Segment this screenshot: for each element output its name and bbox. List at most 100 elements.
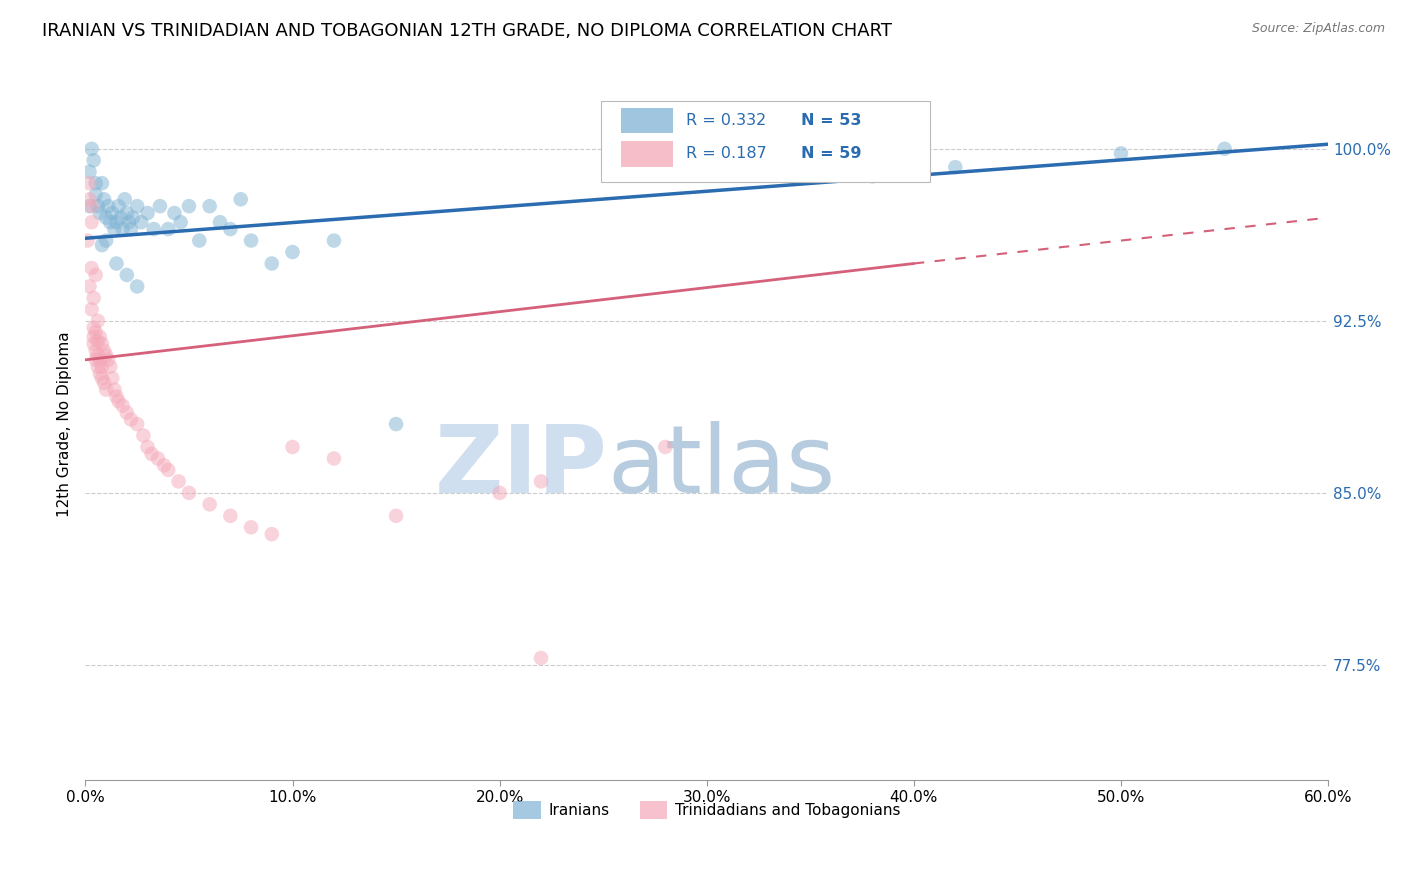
Legend: Iranians, Trinidadians and Tobagonians: Iranians, Trinidadians and Tobagonians [508,795,907,825]
Point [157,463,180,477]
Point [799,165,821,179]
Point [89,352,111,367]
Point [120,222,142,236]
Point [114,192,136,206]
Point [80,302,103,317]
Text: atlas: atlas [607,421,835,513]
Point [76,234,98,248]
Point [80,215,103,229]
Point [530,651,553,665]
Point [84,343,107,358]
Point [115,268,138,282]
Text: R = 0.187: R = 0.187 [686,146,766,161]
Point [87,348,110,362]
Point [323,234,346,248]
Text: IRANIAN VS TRINIDADIAN AND TOBAGONIAN 12TH GRADE, NO DIPLOMA CORRELATION CHART: IRANIAN VS TRINIDADIAN AND TOBAGONIAN 12… [42,22,893,40]
FancyBboxPatch shape [621,108,673,133]
Point [91,359,114,374]
Point [84,352,107,367]
Text: ZIP: ZIP [434,421,607,513]
Point [93,376,115,390]
Point [198,199,221,213]
Point [111,399,134,413]
FancyBboxPatch shape [621,141,673,167]
Point [91,371,114,385]
Point [84,176,107,190]
Point [122,211,145,225]
Point [1109,146,1132,161]
Point [97,352,120,367]
Point [240,234,263,248]
Point [120,412,142,426]
Point [142,222,165,236]
Point [101,371,124,385]
Point [136,440,159,454]
Point [103,383,125,397]
Point [177,486,200,500]
Point [141,447,163,461]
Point [101,206,124,220]
Point [219,222,242,236]
Point [87,334,110,349]
Point [83,291,105,305]
Text: R = 0.332: R = 0.332 [686,113,766,128]
Point [198,497,221,511]
Point [240,520,263,534]
Point [84,187,107,202]
Point [530,475,553,489]
Point [103,222,125,236]
Point [98,215,121,229]
Point [385,417,408,431]
Point [323,451,346,466]
Point [79,165,101,179]
Point [105,256,128,270]
Point [115,406,138,420]
Point [83,336,105,351]
Point [79,199,101,213]
Point [105,390,128,404]
Text: N = 53: N = 53 [801,113,862,128]
Point [127,417,149,431]
Point [83,320,105,334]
Point [132,428,155,442]
Point [91,176,114,190]
Point [260,256,283,270]
Point [80,261,103,276]
Point [83,153,105,168]
Point [219,508,242,523]
Point [281,440,304,454]
Point [385,508,408,523]
Point [93,192,115,206]
Point [89,330,111,344]
Point [87,199,110,213]
Point [149,199,172,213]
Point [80,142,103,156]
Y-axis label: 12th Grade, No Diploma: 12th Grade, No Diploma [58,331,72,516]
Point [115,206,138,220]
Point [488,486,510,500]
Point [127,279,149,293]
Point [91,238,114,252]
Point [94,211,117,225]
Point [107,394,129,409]
Point [281,245,304,260]
Point [91,336,114,351]
FancyBboxPatch shape [602,101,931,182]
Point [167,475,190,489]
Point [1213,142,1236,156]
Point [260,527,283,541]
Point [177,199,200,213]
Point [94,383,117,397]
Text: Source: ZipAtlas.com: Source: ZipAtlas.com [1251,22,1385,36]
Point [110,211,132,225]
Point [163,206,186,220]
Point [111,222,134,236]
Point [79,176,101,190]
Point [188,234,211,248]
Point [654,440,676,454]
Point [862,169,884,184]
Point [94,234,117,248]
Point [89,367,111,381]
Point [83,330,105,344]
Point [169,215,191,229]
